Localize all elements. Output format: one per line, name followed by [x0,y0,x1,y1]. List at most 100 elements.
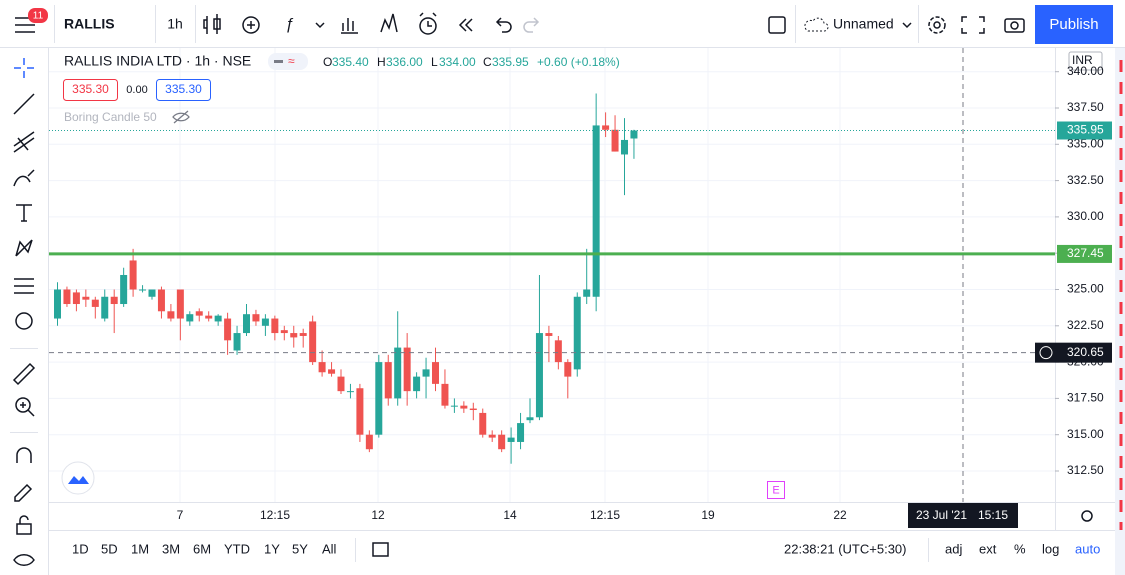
range[interactable]: All [322,541,337,556]
interval[interactable]: 1h [167,16,183,32]
logo[interactable] [61,461,95,495]
range[interactable]: 1Y [264,541,280,556]
candle-body [82,296,90,300]
time-label: 22 [833,508,847,522]
h-value: 336.00 [386,55,423,69]
candle-body [621,139,628,155]
crosshair-tool[interactable] [14,58,34,78]
candle-body [384,362,392,399]
auto[interactable]: auto [1075,541,1100,556]
candle-body [72,292,80,305]
trend-line[interactable] [13,93,35,115]
range[interactable]: 5Y [292,541,308,556]
candle-body [233,333,241,351]
time-axis: 7 12:15 12 14 12:15 19 22 23 Jul '21 15:… [177,503,1093,528]
brush-tool[interactable] [13,169,35,187]
buy-price[interactable]: 335.30 [165,82,202,96]
candle-body [110,296,118,305]
fx-icon[interactable]: ƒ [285,16,294,33]
lock[interactable] [16,523,32,535]
select-box[interactable] [768,16,786,34]
snapshot[interactable] [1004,18,1025,33]
candle-body [157,289,165,312]
candle-body [356,388,364,435]
log[interactable]: log [1042,541,1059,556]
settings[interactable] [928,16,946,34]
candle-body [583,289,591,297]
time-label: 12:15 [590,508,620,522]
event-label[interactable]: E [772,484,779,496]
zoom[interactable] [15,397,31,413]
event-marker[interactable] [767,481,785,499]
indicators-add[interactable] [242,16,260,34]
fib-tool[interactable] [13,131,35,153]
candle-body [365,434,373,450]
range[interactable]: YTD [224,541,250,556]
text-tool[interactable] [16,204,32,222]
goto-date[interactable] [372,542,389,557]
time-label: 14 [503,508,517,522]
compare[interactable] [380,13,398,33]
candle-body [441,383,449,406]
magnet[interactable] [16,447,32,463]
undo[interactable] [495,17,512,33]
percent[interactable]: % [1014,541,1026,556]
svg-text:≈: ≈ [288,54,295,68]
candle-body [535,333,543,418]
prediction-tool[interactable] [14,278,34,294]
candle-style[interactable] [203,14,221,34]
y-tick-label: 317.50 [1067,391,1104,405]
redo[interactable] [523,17,540,33]
candle-body [271,318,279,334]
fullscreen[interactable] [961,16,985,34]
range[interactable]: 1D [72,541,89,556]
replay[interactable] [458,18,473,32]
ruler[interactable] [12,362,36,386]
range[interactable]: 3M [162,541,180,556]
adj[interactable]: adj [945,541,962,556]
cloud-icon [804,17,829,32]
candle-body [403,347,411,392]
y-tick-label: 315.00 [1067,427,1104,441]
candle-body [554,340,562,363]
currency-box[interactable] [1068,51,1103,71]
hide[interactable] [13,554,35,566]
templates[interactable] [341,18,358,34]
buy-button[interactable] [156,79,211,101]
candle-body [139,289,147,291]
candle-body [394,347,402,399]
last-price-box [1057,121,1112,140]
candle-body [573,296,581,370]
sell-price[interactable]: 335.30 [72,82,109,96]
symbol[interactable]: RALLIS [64,16,115,32]
range[interactable]: 6M [193,541,211,556]
chevron[interactable] [315,22,325,29]
pattern-tool[interactable] [15,239,33,257]
ext[interactable]: ext [979,541,997,556]
axis-settings[interactable] [1081,510,1093,522]
publish-label[interactable]: Publish [1049,16,1098,33]
candle-body [101,296,109,319]
icons-tool[interactable] [15,312,33,330]
y-tick-label: 325.00 [1067,282,1104,296]
alert[interactable] [419,17,437,35]
time-label: 12:15 [260,508,290,522]
range[interactable]: 5D [101,541,118,556]
candle-body [422,369,430,377]
candle-body [346,391,354,393]
currency[interactable]: INR [1072,53,1093,67]
sell-button[interactable] [63,79,118,101]
legend-title: RALLIS INDIA LTD · 1h · NSE [64,53,251,69]
hidden-icon[interactable] [172,110,190,124]
menu-button[interactable]: 11 [15,8,48,33]
candle-body [488,434,496,438]
publish-button[interactable] [1035,5,1113,44]
candle-body [328,369,336,374]
range[interactable]: 1M [131,541,149,556]
candle-body [479,412,487,435]
candle-body [176,289,184,319]
layout-name[interactable]: Unnamed [833,16,894,32]
lock-drawings[interactable] [14,483,33,502]
crosshair-label: 320.65 [1067,345,1104,359]
crosshair-time: 15:15 [978,508,1008,522]
